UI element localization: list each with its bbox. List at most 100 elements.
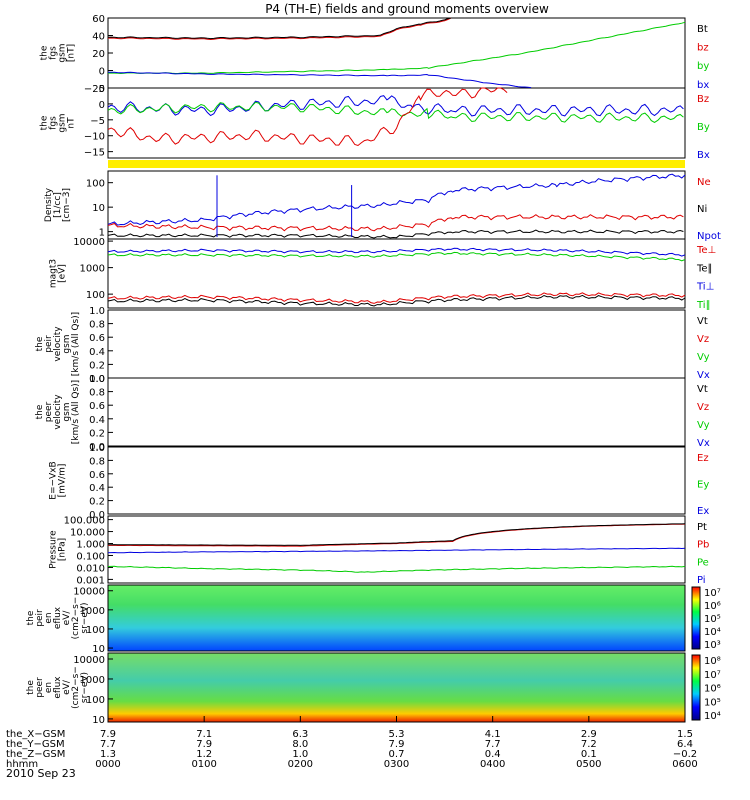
colorbar bbox=[691, 654, 701, 721]
series-bz2 bbox=[107, 87, 508, 147]
panel-frame bbox=[107, 309, 686, 379]
legend-item: Ni bbox=[697, 204, 707, 215]
legend-item: Pb bbox=[697, 540, 709, 551]
y-axis-label: the bbox=[35, 336, 45, 351]
y-axis-label: the bbox=[40, 45, 50, 60]
x-tick-label: 5.3 bbox=[389, 729, 405, 740]
y-axis-label: velocity bbox=[53, 326, 63, 362]
x-tick-label: 0200 bbox=[288, 759, 313, 770]
legend-item: Vt bbox=[697, 384, 708, 395]
legend-item: Pt bbox=[697, 522, 707, 533]
series-bt bbox=[107, 17, 452, 40]
y-tick-label: 0.4 bbox=[89, 415, 105, 426]
y-axis-label: eflux bbox=[53, 676, 63, 699]
y-tick-label: 100 bbox=[86, 695, 105, 706]
y-tick-label: 0.4 bbox=[89, 483, 105, 494]
series-npot bbox=[107, 173, 686, 226]
y-axis-label: Pressure bbox=[49, 530, 59, 569]
legend-item: Vz bbox=[697, 334, 709, 345]
legend-item: Te∥ bbox=[696, 263, 713, 274]
series-by2 bbox=[107, 101, 684, 123]
legend-item: Ne bbox=[697, 177, 711, 188]
y-tick-label: 0.0 bbox=[89, 374, 105, 385]
y-axis-label: [km/s (All Qs)] bbox=[71, 380, 81, 444]
legend-item: Ey bbox=[697, 480, 709, 491]
series-bz bbox=[107, 17, 452, 41]
y-tick-label: 0 bbox=[99, 100, 105, 111]
x-tick-label: 7.9 bbox=[196, 739, 212, 750]
y-axis-label: the bbox=[40, 115, 50, 130]
legend-item: Bx bbox=[697, 150, 710, 161]
x-tick-label: 7.9 bbox=[100, 729, 116, 740]
y-axis-label: peer bbox=[44, 401, 54, 422]
colorbar-label: 10³ bbox=[704, 640, 721, 651]
y-tick-label: 40 bbox=[92, 32, 105, 43]
y-axis-label: Density bbox=[44, 187, 54, 222]
y-axis-label: gsm bbox=[58, 113, 68, 132]
legend-item: Vy bbox=[697, 352, 710, 363]
panel-6: 1.0 0.8 0.6 0.4 0.2 0.0 the peer velocity gsm [km/… bbox=[35, 374, 710, 453]
y-tick-label: 60 bbox=[92, 14, 105, 25]
y-axis-label: en bbox=[44, 612, 54, 623]
x-tick-label: 1.0 bbox=[292, 749, 308, 760]
legend-item: Pe bbox=[697, 557, 709, 568]
x-tick-label: 0000 bbox=[95, 759, 120, 770]
y-axis-label: magt3 bbox=[49, 259, 59, 288]
y-tick-label: 0.2 bbox=[89, 360, 105, 371]
y-tick-label: 100 bbox=[86, 290, 105, 301]
y-axis-label: the bbox=[35, 404, 45, 419]
series-pi bbox=[107, 547, 686, 554]
y-axis-label: (cm2−s− bbox=[71, 597, 81, 640]
y-tick-label: 1.0 bbox=[89, 443, 105, 454]
x-row-label: the_Y−GSM bbox=[6, 739, 65, 750]
y-tick-label: 0.0 bbox=[89, 510, 105, 521]
colorbar-label: 10⁷ bbox=[704, 670, 721, 681]
legend-item: Vx bbox=[697, 438, 710, 449]
panel-9: 10⁷ 10⁶ 10⁵ 10⁴ 10³ 10000 1000 100 10 the peir en ef… bbox=[26, 584, 721, 655]
legend-item: Npot bbox=[697, 231, 721, 242]
y-tick-label: 1000 bbox=[80, 264, 105, 275]
panel-frame bbox=[107, 170, 686, 240]
x-tick-label: 7.1 bbox=[196, 729, 212, 740]
colorbar-label: 10⁶ bbox=[704, 601, 721, 612]
y-tick-label: 100.000 bbox=[64, 516, 105, 527]
y-tick-label: 0.8 bbox=[89, 388, 105, 399]
x-tick-label: 1.2 bbox=[196, 749, 212, 760]
y-tick-label: 1.0 bbox=[89, 306, 105, 317]
y-axis-label: eV/ bbox=[62, 679, 72, 695]
y-axis-label: [1/cc] bbox=[53, 192, 63, 218]
panel-frame bbox=[107, 238, 686, 309]
x-tick-label: 0300 bbox=[384, 759, 409, 770]
y-tick-label: 0.010 bbox=[76, 563, 105, 574]
y-axis-label: eV/ bbox=[62, 610, 72, 626]
legend-item: By bbox=[697, 122, 710, 133]
y-axis-label: en bbox=[44, 682, 54, 693]
x-tick-label: 0400 bbox=[480, 759, 505, 770]
y-tick-label: 0.100 bbox=[76, 551, 105, 562]
y-tick-label: 1000 bbox=[80, 675, 105, 686]
x-row-label: hhmm bbox=[6, 759, 38, 770]
legend-item: Vy bbox=[697, 420, 710, 431]
colorbar-label: 10⁸ bbox=[704, 656, 721, 667]
panel-4: 10000 1000 100 magt3 [eV] Te⊥ Te∥ Ti⊥ Ti∥ bbox=[49, 237, 717, 311]
y-tick-label: 0.6 bbox=[89, 333, 105, 344]
panel-7: 1.0 0.8 0.6 0.4 0.2 0.0 E=−VxB [mV/m] Ez Ey Ex bbox=[49, 443, 710, 521]
series-by bbox=[107, 21, 686, 75]
y-axis-label: [eV] bbox=[58, 264, 68, 283]
y-tick-label: 0.2 bbox=[89, 428, 105, 439]
panel-frame bbox=[107, 446, 686, 515]
series-ne bbox=[107, 214, 684, 232]
colorbar-label: 10⁴ bbox=[704, 711, 721, 722]
y-tick-label: 20 bbox=[92, 49, 105, 60]
x-tick-label: 0600 bbox=[672, 759, 697, 770]
x-tick-label: 7.7 bbox=[485, 739, 501, 750]
y-axis-label: gsm bbox=[62, 334, 72, 353]
x-tick-label: 0.7 bbox=[389, 749, 405, 760]
y-axis-label: nT bbox=[67, 117, 77, 129]
legend-item: Pi bbox=[697, 575, 706, 586]
y-tick-label: 100 bbox=[86, 625, 105, 636]
legend-item: Ti∥ bbox=[696, 300, 711, 311]
legend-item: by bbox=[697, 61, 709, 72]
y-tick-label: 100 bbox=[86, 179, 105, 190]
